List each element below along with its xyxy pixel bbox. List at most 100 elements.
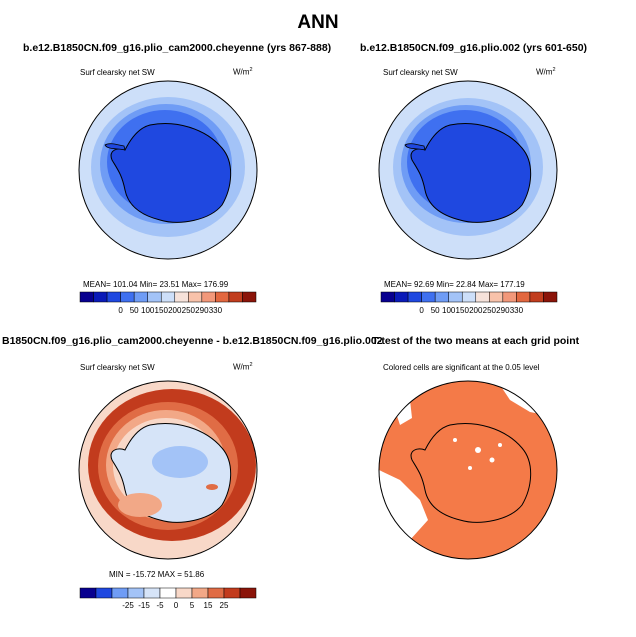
colorbar-3-tick-label: -5 bbox=[156, 601, 164, 610]
panel-1-units: W/m2 bbox=[233, 67, 253, 77]
panel-2-variable-label: Surf clearsky net SW bbox=[383, 68, 458, 77]
colorbar-3-swatch bbox=[111, 587, 129, 599]
colorbar-2-swatch bbox=[529, 291, 544, 303]
colorbar-2-swatch bbox=[434, 291, 449, 303]
colorbar-1-swatch bbox=[147, 291, 162, 303]
colorbar-1-tick-label: 200 bbox=[168, 306, 182, 315]
map-4-interior-gap-1 bbox=[475, 447, 481, 453]
colorbar-2-tick-label: 290 bbox=[496, 306, 510, 315]
colorbar-2-swatch bbox=[516, 291, 531, 303]
colorbar-1-tick-label: 250 bbox=[181, 306, 195, 315]
colorbar-3-swatch bbox=[239, 587, 257, 599]
map-3-ocean-outer bbox=[79, 381, 257, 559]
colorbar-3-swatch bbox=[223, 587, 241, 599]
colorbar-1-tick-label: 330 bbox=[208, 306, 223, 315]
colorbar-1-swatch bbox=[79, 291, 94, 303]
colorbar-3-swatch bbox=[207, 587, 225, 599]
colorbar-3-tick-label: -25 bbox=[122, 601, 134, 610]
panel-2-stats: MEAN= 92.69 Min= 22.84 Max= 177.19 bbox=[384, 280, 525, 289]
colorbar-3-swatch bbox=[143, 587, 161, 599]
map-2-peninsula bbox=[404, 143, 426, 151]
map-2-band-4 bbox=[407, 110, 523, 214]
colorbar-1-swatch bbox=[93, 291, 108, 303]
colorbar-3-swatch bbox=[175, 587, 193, 599]
panel-1-title: b.e12.B1850CN.f09_g16.plio_cam2000.cheye… bbox=[23, 42, 332, 54]
colorbar-2-tick-label: 0 bbox=[419, 306, 424, 315]
map-3-ring-pale bbox=[113, 418, 219, 514]
colorbar-1-swatch bbox=[174, 291, 189, 303]
colorbar-1-swatch bbox=[120, 291, 135, 303]
map-4-interior-gap-5 bbox=[453, 438, 457, 442]
colorbar-1-swatch bbox=[188, 291, 203, 303]
map-1-ocean-outer bbox=[79, 81, 257, 259]
map-4-nonsignificant-ne bbox=[500, 385, 545, 415]
map-4-interior-gap-3 bbox=[468, 466, 472, 470]
map-3-coastal-pink bbox=[118, 493, 162, 517]
colorbar-2-swatch bbox=[475, 291, 490, 303]
colorbar-2-tick-label: 150 bbox=[455, 306, 469, 315]
map-1-peninsula bbox=[104, 143, 126, 151]
colorbar-2-swatch bbox=[380, 291, 395, 303]
map-3-ring-light bbox=[106, 410, 226, 520]
colorbar-2-tick-label: 330 bbox=[509, 306, 524, 315]
colorbar-2-tick-label: 100 bbox=[442, 306, 456, 315]
colorbar-3-tick-label: 25 bbox=[219, 601, 229, 610]
colorbar-1-swatch bbox=[201, 291, 216, 303]
colorbar-1-swatch bbox=[242, 291, 257, 303]
colorbar-1-swatch bbox=[133, 291, 148, 303]
colorbar-3-swatch bbox=[127, 587, 145, 599]
map-4-interior-gap-2 bbox=[489, 457, 495, 463]
map-1-band-3 bbox=[100, 104, 232, 224]
colorbar-3-swatch bbox=[95, 587, 113, 599]
colorbar-2-tick-label: 250 bbox=[482, 306, 496, 315]
colorbar-3-tick-label: 5 bbox=[189, 601, 195, 610]
panel-4-title: T-test of the two means at each grid poi… bbox=[372, 335, 580, 347]
map-1-antarctica bbox=[110, 123, 232, 223]
map-2-band-3 bbox=[401, 105, 531, 223]
colorbar-3-swatch bbox=[79, 587, 97, 599]
panel-1-stats: MEAN= 101.04 Min= 23.51 Max= 176.99 bbox=[83, 280, 229, 289]
map-3-hotspot bbox=[206, 484, 218, 490]
colorbar-1-swatch bbox=[160, 291, 176, 303]
map-4-significant-cells bbox=[379, 381, 557, 559]
panel-3-units: W/m2 bbox=[233, 362, 253, 372]
colorbar-1-tick-label: 290 bbox=[195, 306, 209, 315]
panel-2-units: W/m2 bbox=[536, 67, 556, 77]
colorbar-2-swatch bbox=[448, 291, 463, 303]
colorbar-2-swatch bbox=[394, 291, 409, 303]
colorbar-1-swatch bbox=[106, 291, 121, 303]
map-3-antarctica bbox=[110, 423, 232, 523]
map-3-interior-blue bbox=[152, 446, 208, 478]
colorbar-2-swatch bbox=[407, 291, 422, 303]
colorbar-2-tick-label: 200 bbox=[469, 306, 483, 315]
colorbar-3-tick-label: 15 bbox=[203, 601, 213, 610]
colorbar-1-tick-label: 0 bbox=[118, 306, 123, 315]
colorbar-1-swatch bbox=[215, 291, 230, 303]
panel-2-title: b.e12.B1850CN.f09_g16.plio.002 (yrs 601-… bbox=[360, 42, 588, 54]
map-4-nonsignificant-sw bbox=[379, 470, 428, 545]
colorbar-1-tick-label: 50 bbox=[129, 306, 139, 315]
colorbar-3-swatch bbox=[159, 587, 177, 599]
colorbar-3-swatch bbox=[191, 587, 209, 599]
panel-3-stats: MIN = -15.72 MAX = 51.86 bbox=[109, 570, 205, 579]
map-4-antarctica bbox=[410, 423, 532, 523]
colorbar-1-swatch bbox=[228, 291, 243, 303]
panel-1-variable-label: Surf clearsky net SW bbox=[80, 68, 155, 77]
panel-3-title: B1850CN.f09_g16.plio_cam2000.cheyenne - … bbox=[2, 335, 383, 347]
colorbar-2-swatch bbox=[489, 291, 504, 303]
colorbar-2-tick-label: 50 bbox=[430, 306, 440, 315]
colorbar-3-tick-label: 0 bbox=[173, 601, 179, 610]
map-4-interior-gap-4 bbox=[498, 443, 502, 447]
map-3-ring-red bbox=[88, 389, 256, 541]
map-3-ring-orange bbox=[98, 402, 238, 530]
map-2-band-2 bbox=[393, 98, 543, 236]
colorbar-1-tick-label: 100 bbox=[141, 306, 155, 315]
map-2-ocean-outer bbox=[379, 81, 557, 259]
map-1-band-4 bbox=[107, 110, 223, 214]
